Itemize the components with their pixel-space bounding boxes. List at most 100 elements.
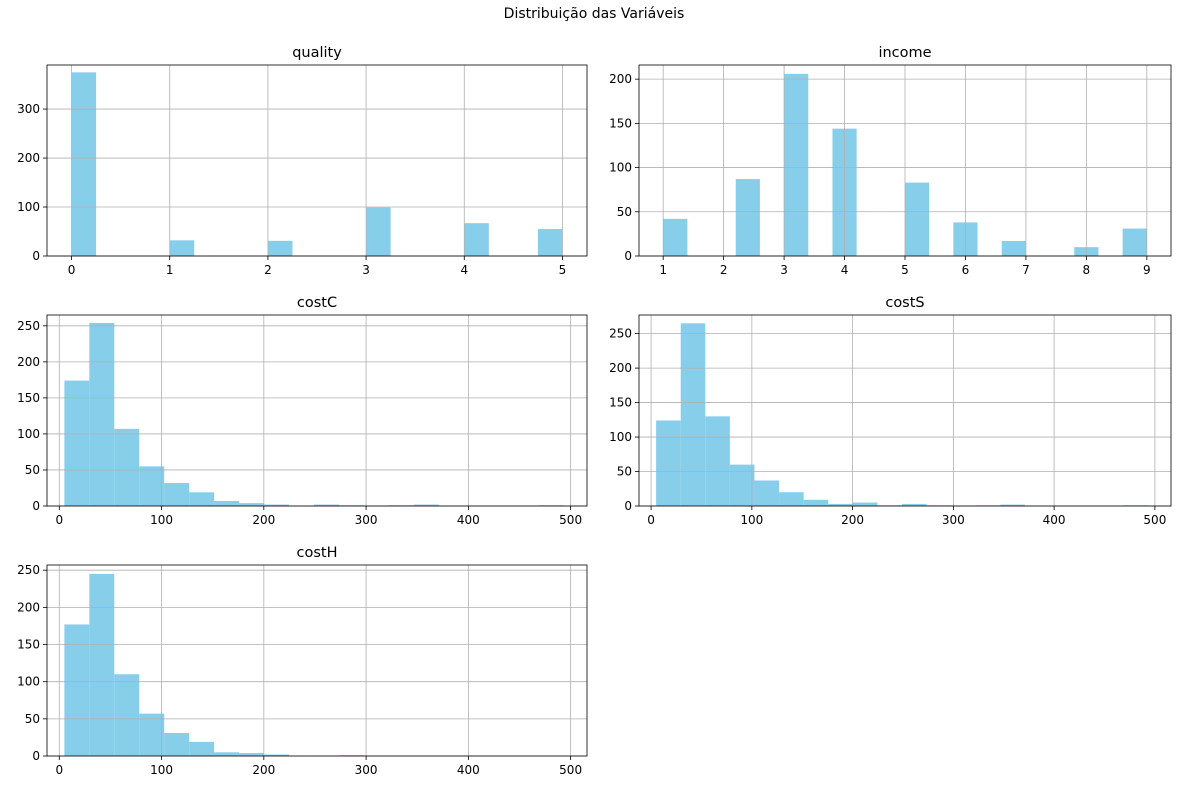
costs-xtick-label: 500: [1143, 513, 1166, 527]
costs-bar: [705, 416, 730, 506]
costh-bar: [114, 674, 140, 756]
income-xtick-label: 6: [962, 263, 970, 277]
quality-title: quality: [292, 45, 342, 61]
costc-ytick-label: 50: [25, 463, 40, 477]
costs-ytick-label: 200: [609, 361, 632, 375]
costs-xtick-label: 400: [1043, 513, 1066, 527]
costh-xtick-label: 100: [150, 763, 173, 777]
costh-ytick-label: 50: [25, 712, 40, 726]
income-ytick-label: 50: [617, 205, 632, 219]
quality-xtick-label: 4: [460, 263, 468, 277]
histogram-costS: costS 0 100 200 300 400 500 0 50 100 150 200 250: [609, 295, 1172, 527]
costs-ytick-label: 100: [609, 430, 632, 444]
costh-bar: [64, 624, 90, 756]
costc-ytick-label: 250: [17, 319, 40, 333]
costh-bar: [239, 753, 265, 756]
costc-ytick-label: 200: [17, 355, 40, 369]
costc-ytick-label: 150: [17, 391, 40, 405]
costh-bar: [264, 754, 289, 756]
histogram-costC: costC 0 100 200 300 400 500 0 50 100 150 200 250: [17, 295, 588, 527]
costs-ytick-label: 250: [609, 327, 632, 341]
costc-bar: [313, 504, 339, 506]
histogram-costH: costH 0 100 200 300 400 500 0 50 100 150 200 250: [17, 545, 588, 777]
income-ytick-label: 0: [624, 249, 632, 263]
costh-xtick-label: 500: [559, 763, 582, 777]
quality-xtick-label: 5: [559, 263, 567, 277]
costh-bar: [214, 752, 240, 756]
costc-bar: [239, 503, 265, 506]
costc-xtick-label: 0: [55, 513, 63, 527]
costs-bar: [828, 503, 853, 506]
income-bar: [663, 218, 688, 256]
costc-bar: [214, 500, 240, 506]
quality-bar: [267, 240, 293, 256]
income-xtick-label: 3: [780, 263, 788, 277]
costs-xtick-label: 0: [647, 513, 655, 527]
costc-ytick-label: 100: [17, 427, 40, 441]
quality-bar: [169, 240, 195, 256]
costs-bar: [729, 464, 755, 506]
income-ytick-label: 100: [609, 161, 632, 175]
costs-ytick-label: 150: [609, 396, 632, 410]
costh-ytick-label: 150: [17, 638, 40, 652]
income-ytick-label: 150: [609, 116, 632, 130]
income-title: income: [878, 45, 931, 61]
quality-bar: [71, 72, 97, 256]
quality-xtick-label: 1: [166, 263, 174, 277]
costc-xtick-label: 400: [457, 513, 480, 527]
costs-ytick-label: 0: [624, 499, 632, 513]
costc-bar: [189, 492, 215, 506]
costc-xtick-label: 500: [559, 513, 582, 527]
costh-xtick-label: 400: [457, 763, 480, 777]
income-xtick-label: 9: [1143, 263, 1151, 277]
income-xtick-label: 8: [1083, 263, 1091, 277]
costc-axes-frame: [46, 314, 588, 507]
costc-title: costC: [297, 295, 337, 311]
costh-xtick-label: 0: [55, 763, 63, 777]
costc-bar: [64, 380, 90, 506]
quality-bar: [464, 223, 489, 256]
costs-bar: [852, 502, 878, 506]
quality-ytick-label: 300: [17, 102, 40, 116]
costs-bar: [754, 480, 780, 506]
costs-bar: [779, 492, 804, 506]
costs-bar: [1000, 504, 1025, 506]
costc-bar: [139, 466, 165, 506]
costc-bar: [164, 482, 190, 506]
income-bar: [784, 73, 809, 256]
costh-title: costH: [297, 545, 338, 561]
costh-bar: [139, 713, 165, 756]
costc-bar: [89, 322, 115, 506]
costc-bar: [413, 504, 439, 506]
costs-bar: [803, 499, 829, 506]
costh-axes-frame: [46, 564, 588, 757]
figure-title: Distribuição das Variáveis: [503, 6, 685, 22]
income-xtick-label: 1: [659, 263, 667, 277]
income-bar: [1001, 240, 1026, 256]
quality-xtick-label: 3: [362, 263, 370, 277]
costc-bar: [114, 428, 140, 506]
costs-bar: [680, 323, 706, 506]
quality-axes-frame: [46, 64, 588, 257]
quality-bar: [537, 229, 563, 256]
costh-bar: [89, 573, 115, 756]
costs-axes-frame: [638, 314, 1172, 507]
costh-ytick-label: 0: [32, 749, 40, 763]
histogram-income: income 1 2 3 4 5 6 7 8 9 0 50 100 150 200: [609, 45, 1172, 277]
costs-xtick-label: 100: [740, 513, 763, 527]
costh-xtick-label: 300: [355, 763, 378, 777]
quality-xtick-label: 0: [68, 263, 76, 277]
costc-xtick-label: 300: [355, 513, 378, 527]
income-ytick-label: 200: [609, 72, 632, 86]
costh-ytick-label: 200: [17, 600, 40, 614]
costh-bar: [189, 741, 215, 756]
histogram-quality: quality 0 1 2 3 4 5 0 100 200 300: [17, 45, 588, 277]
costc-xtick-label: 200: [252, 513, 275, 527]
income-xtick-label: 5: [901, 263, 909, 277]
costh-xtick-label: 200: [252, 763, 275, 777]
costs-bar: [901, 503, 927, 506]
costc-ytick-label: 0: [32, 499, 40, 513]
costs-ytick-label: 50: [617, 465, 632, 479]
income-bar: [735, 179, 760, 256]
